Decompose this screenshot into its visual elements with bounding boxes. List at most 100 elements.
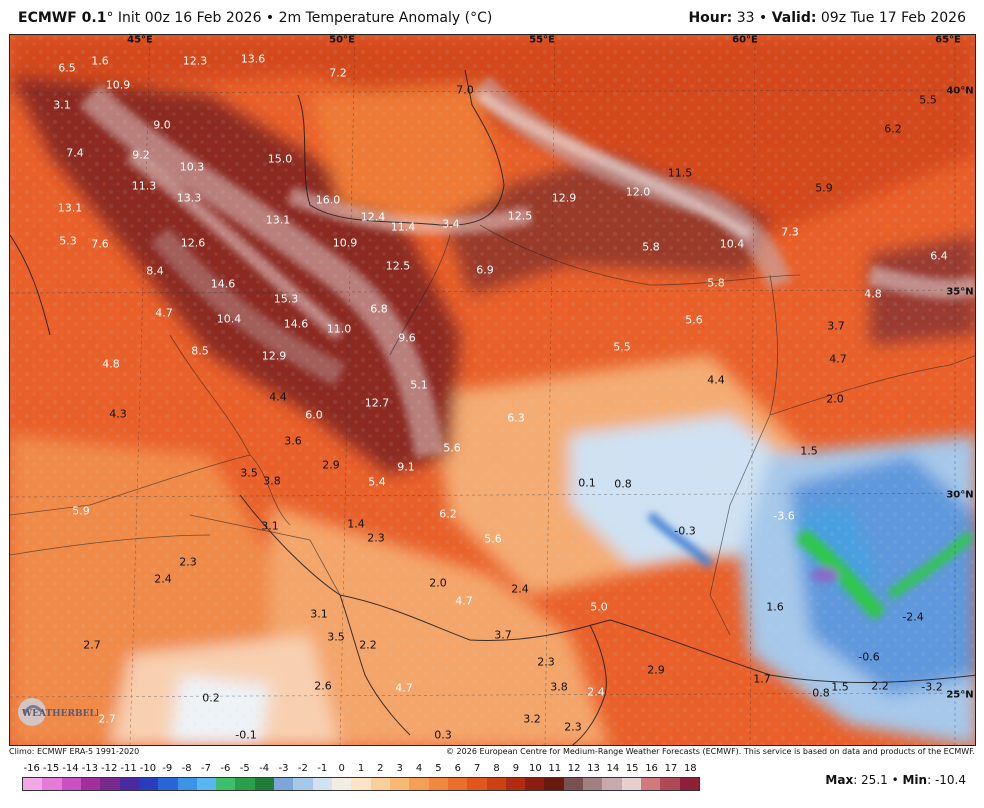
anomaly-value-label: 10.3 [179, 160, 205, 174]
svg-text:WEATHERBELL: WEATHERBELL [21, 709, 98, 719]
anomaly-value-label: -0.1 [235, 728, 257, 742]
coastlines [10, 69, 975, 745]
anomaly-value-label: 13.3 [176, 191, 202, 205]
anomaly-value-label: 3.7 [494, 628, 512, 642]
colorbar-swatch [621, 778, 641, 790]
climo-note: Climo: ECMWF ERA-5 1991-2020 [9, 747, 140, 756]
anomaly-value-label: 12.9 [551, 191, 577, 205]
colorbar-tick-label: 11 [548, 763, 562, 774]
anomaly-value-label: 6.0 [305, 408, 323, 422]
anomaly-value-label: 9.2 [132, 148, 150, 162]
anomaly-value-label: 7.3 [781, 225, 799, 239]
colorbar-tick-label: 13 [587, 763, 600, 774]
anomaly-value-label: 6.4 [930, 249, 948, 263]
anomaly-value-label: 9.1 [397, 460, 415, 474]
colorbar-swatch [563, 778, 584, 790]
anomaly-value-label: 5.0 [590, 600, 608, 614]
cold-anomaly-core [647, 512, 974, 621]
colorbar-tick-label: 14 [606, 763, 620, 774]
colorbar-tick-label: -14 [62, 763, 79, 774]
colorbar-tick-label: -6 [220, 763, 231, 774]
colorbar-swatch [389, 778, 410, 790]
colorbar-tick-label: 10 [528, 763, 542, 774]
anomaly-value-label: 2.3 [537, 655, 555, 669]
hour-value: 33 [736, 10, 755, 26]
colorbar-tick-label: -8 [181, 763, 192, 774]
copyright-note: © 2026 European Centre for Medium-Range … [446, 747, 975, 756]
anomaly-value-label: 3.4 [442, 217, 460, 231]
anomaly-value-label: 4.4 [707, 373, 725, 387]
anomaly-value-label: 5.5 [613, 340, 631, 354]
anomaly-value-label: 0.2 [202, 691, 220, 705]
anomaly-value-label: 1.7 [753, 672, 771, 686]
colorbar-tick-label: -9 [162, 763, 173, 774]
anomaly-value-label: 3.8 [263, 474, 281, 488]
colorbar-swatch [61, 778, 81, 790]
anomaly-value-label: 10.9 [332, 236, 358, 250]
header-title: ECMWF 0.1° Init 00z 16 Feb 2026 • 2m Tem… [18, 10, 492, 26]
anomaly-value-label: 6.5 [58, 61, 76, 75]
anomaly-value-label: 3.1 [53, 98, 71, 112]
anomaly-value-label: 6.3 [507, 411, 525, 425]
anomaly-value-label: 4.7 [829, 352, 847, 366]
anomaly-value-label: -2.4 [902, 610, 924, 624]
colorbar-tick-label: 9 [512, 763, 520, 774]
colorbar-tick-label: 3 [396, 763, 403, 774]
anomaly-value-label: 6.9 [476, 263, 494, 277]
anomaly-value-label: 5.8 [707, 276, 725, 290]
anomaly-value-label: -0.3 [674, 524, 696, 538]
colorbar-swatch [583, 778, 603, 790]
anomaly-value-label: 5.4 [368, 475, 386, 489]
anomaly-value-label: 3.7 [827, 319, 845, 333]
min-label: Min [902, 773, 928, 787]
anomaly-value-label: 8.4 [146, 264, 164, 278]
anomaly-value-label: 12.0 [625, 185, 651, 199]
colorbar-strip [22, 777, 700, 791]
anomaly-value-label: 7.4 [66, 146, 84, 160]
anomaly-value-label: 7.0 [456, 83, 474, 97]
anomaly-value-label: 4.8 [102, 357, 120, 371]
colorbar-swatch [505, 778, 526, 790]
colorbar-tick-label: -1 [317, 763, 328, 774]
graticule-label: 40°N [946, 85, 974, 97]
anomaly-value-label: -3.2 [921, 680, 943, 694]
colorbar-tick-label: -12 [100, 763, 118, 774]
borders [10, 224, 975, 636]
colorbar-swatch [80, 778, 101, 790]
anomaly-value-label: 2.2 [871, 679, 889, 693]
anomaly-value-label: 5.5 [919, 93, 937, 107]
anomaly-value-label: 2.9 [322, 458, 340, 472]
anomaly-value-label: 0.8 [812, 686, 830, 700]
anomaly-value-label: 2.3 [179, 555, 197, 569]
graticule-label: 35°N [946, 286, 974, 298]
anomaly-value-label: 2.0 [826, 392, 844, 406]
anomaly-value-label: 2.4 [511, 582, 529, 596]
colorbar-tick-label: 15 [625, 763, 639, 774]
colorbar-tick-label: 7 [474, 763, 481, 774]
anomaly-value-label: 12.3 [182, 54, 208, 68]
colorbar-tick-label: 5 [435, 763, 442, 774]
graticule-label: 25°N [946, 689, 974, 701]
anomaly-value-label: 16.0 [315, 193, 341, 207]
colorbar-tick-label: -2 [297, 763, 308, 774]
colorbar-swatch [100, 778, 120, 790]
anomaly-value-label: 5.6 [484, 532, 502, 546]
anomaly-value-label: 5.6 [443, 441, 461, 455]
colorbar-tick-label: -13 [81, 763, 98, 774]
high-anomaly-ridges [79, 75, 975, 458]
colorbar-tick-label: 1 [357, 763, 365, 774]
max-value: : 25.1 • [853, 773, 899, 787]
colorbar-swatch [602, 778, 622, 790]
anomaly-value-label: 4.7 [395, 681, 413, 695]
anomaly-value-label: 0.3 [434, 728, 452, 742]
colorbar-tick-label: -15 [42, 763, 60, 774]
anomaly-value-label: 5.3 [59, 234, 77, 248]
anomaly-value-label: 10.4 [719, 237, 745, 251]
anomaly-value-label: 2.2 [359, 638, 377, 652]
anomaly-value-label: 5.8 [642, 240, 660, 254]
colorbar-swatch [351, 778, 371, 790]
colorbar-swatch [216, 778, 236, 790]
colorbar-tick-label: -7 [201, 763, 212, 774]
anomaly-value-label: 11.3 [131, 179, 157, 193]
anomaly-value-label: 2.7 [83, 638, 101, 652]
